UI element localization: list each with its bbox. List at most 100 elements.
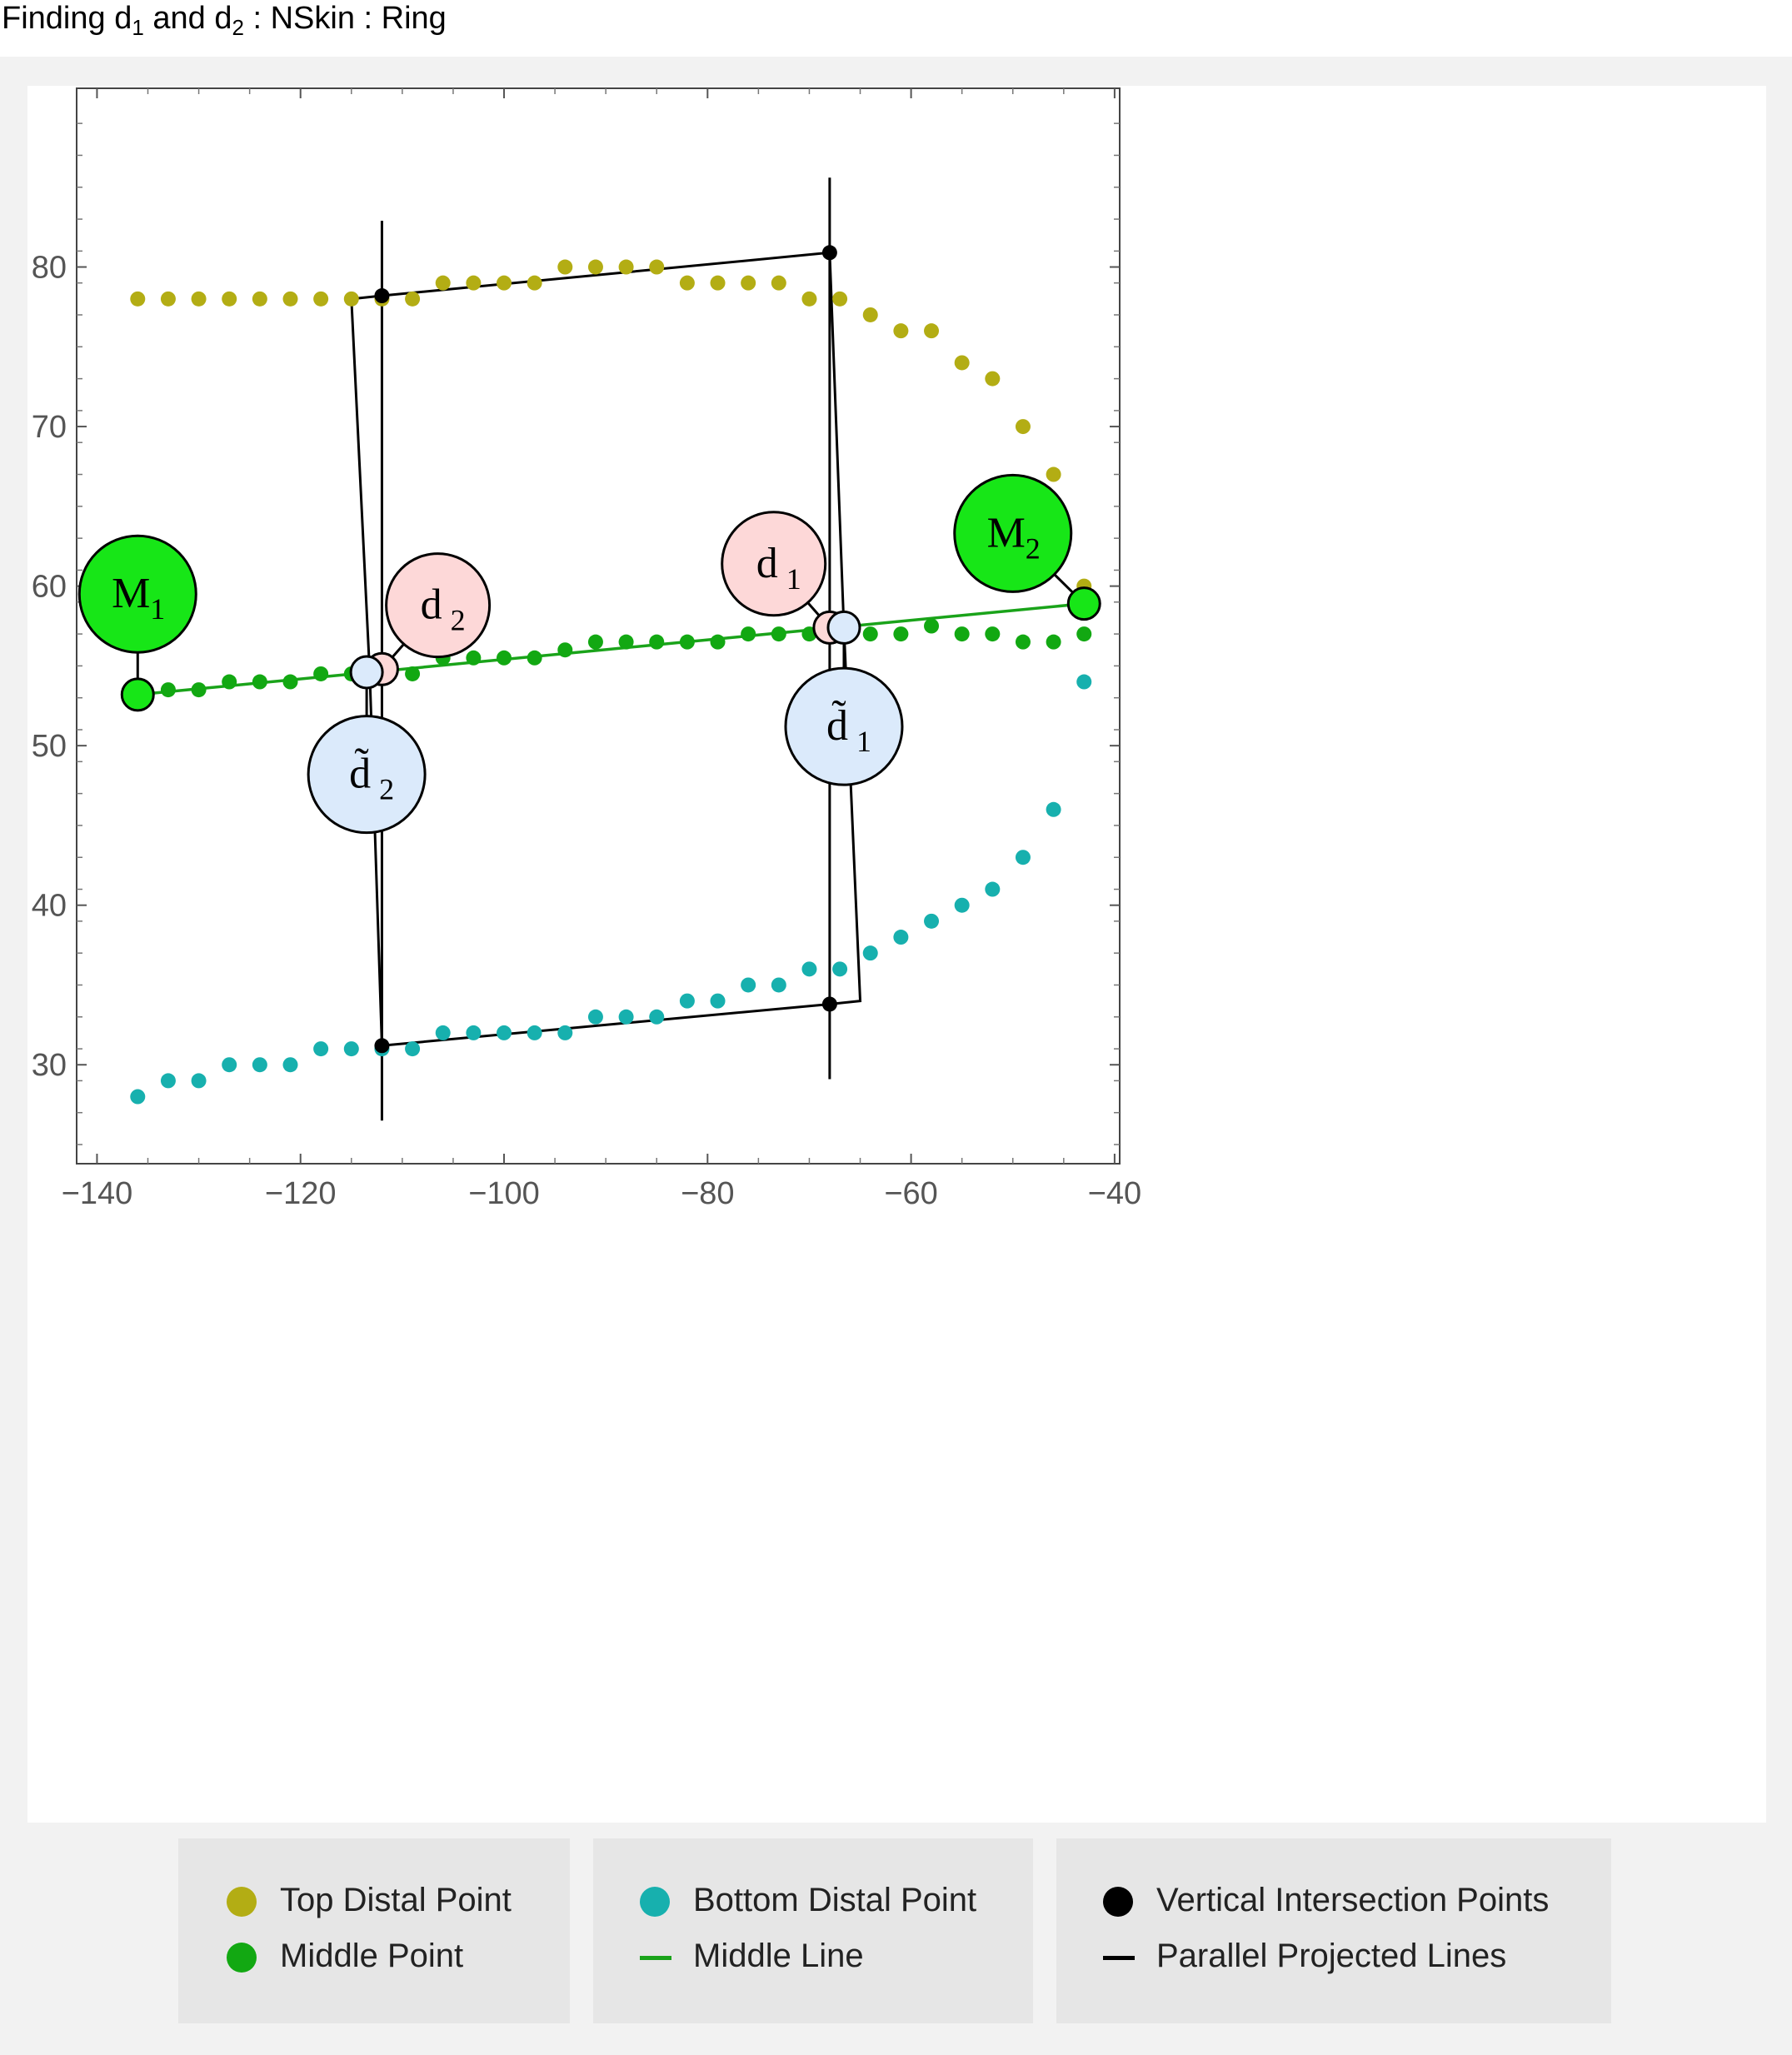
top-distal-point <box>587 259 603 275</box>
top-distal-point <box>862 307 878 322</box>
y-tick-label: 60 <box>32 570 67 605</box>
middle-point <box>405 666 421 681</box>
top-distal-point <box>282 291 298 307</box>
marker-sub-dt1: 1 <box>856 725 871 758</box>
title-part-1: Finding d <box>2 1 132 36</box>
bottom-distal-point <box>130 1089 146 1105</box>
marker-sub-M2: 2 <box>1026 531 1041 565</box>
bottom-distal-point <box>313 1041 329 1057</box>
middle-point <box>1076 626 1092 642</box>
middle-point <box>222 674 237 690</box>
legend-swatch-middle-point <box>227 1943 257 1973</box>
title-part-2: and d <box>143 1 232 36</box>
top-distal-point <box>985 371 1001 387</box>
top-distal-point <box>710 275 726 291</box>
y-tick-label: 80 <box>32 251 67 286</box>
marker-point-M1 <box>120 677 155 712</box>
middle-point <box>618 634 634 650</box>
bottom-distal-point <box>557 1025 573 1040</box>
top-distal-point <box>741 275 756 291</box>
x-tick-label: −100 <box>468 1176 540 1211</box>
middle-point <box>954 626 970 642</box>
bottom-distal-point <box>893 930 909 945</box>
middle-point <box>557 642 573 658</box>
marker-label-M1: M <box>112 570 150 617</box>
middle-point <box>497 650 512 666</box>
bottom-distal-point <box>497 1025 512 1040</box>
middle-line <box>137 601 1085 696</box>
top-distal-point <box>679 275 695 291</box>
middle-point <box>649 634 665 650</box>
marker-label-circle-d2 <box>385 552 492 659</box>
top-distal-point <box>222 291 237 307</box>
legend-label-vertical-intersection: Vertical Intersection Points <box>1156 1882 1550 1918</box>
middle-point <box>282 674 298 690</box>
marker-sub-d1: 1 <box>786 562 801 596</box>
legend-label-middle-line: Middle Line <box>693 1938 864 1974</box>
bottom-distal-point <box>252 1057 267 1073</box>
vertical-intersection-point <box>821 245 837 261</box>
top-distal-point <box>771 275 786 291</box>
title-sub-1: 1 <box>132 15 144 40</box>
middle-point <box>924 618 940 634</box>
marker-label-circle-dt1 <box>784 666 904 786</box>
top-distal-point <box>405 291 421 307</box>
middle-point <box>313 666 329 681</box>
top-distal-point <box>801 291 817 307</box>
top-distal-point <box>618 259 634 275</box>
bottom-distal-point <box>527 1025 542 1040</box>
bottom-distal-point <box>466 1025 482 1040</box>
title-sub-2: 2 <box>232 15 244 40</box>
bottom-distal-point <box>1015 850 1031 865</box>
top-distal-point <box>649 259 665 275</box>
bottom-distal-point <box>618 1009 634 1025</box>
top-distal-point <box>527 275 542 291</box>
bottom-distal-point <box>832 961 848 977</box>
marker-label-d1: d <box>756 540 778 587</box>
top-distal-point <box>954 355 970 371</box>
top-distal-point <box>160 291 176 307</box>
legend-swatch-middle-line <box>640 1956 671 1960</box>
top-distal-point <box>497 275 512 291</box>
bottom-distal-point <box>771 977 786 993</box>
top-distal-point <box>343 291 359 307</box>
top-distal-point <box>313 291 329 307</box>
bottom-distal-point <box>405 1041 421 1057</box>
legend-group-3: Vertical Intersection Points Parallel Pr… <box>1056 1838 1611 2023</box>
top-distal-point <box>924 323 940 339</box>
middle-point <box>862 626 878 642</box>
legend-swatch-parallel-lines <box>1103 1956 1135 1960</box>
bottom-distal-point <box>954 897 970 913</box>
top-distal-point <box>252 291 267 307</box>
middle-point <box>741 626 756 642</box>
marker-label-dt1: d̃ <box>826 700 848 750</box>
y-tick-label: 40 <box>32 889 67 924</box>
x-tick-label: −60 <box>884 1176 937 1211</box>
bottom-distal-point <box>679 993 695 1009</box>
legend-label-middle-point: Middle Point <box>280 1938 464 1974</box>
top-distal-point <box>832 291 848 307</box>
marker-label-circle-d1 <box>721 511 827 617</box>
plot-area: −140 −120 −100 −80 −60 −40 30 40 50 60 70 80 M 1 M 2 d 1 d… <box>27 86 1766 1823</box>
title-part-3: : NSkin : Ring <box>243 1 447 36</box>
bottom-distal-point <box>191 1073 207 1089</box>
top-distal-point <box>435 275 451 291</box>
x-tick-label: −120 <box>265 1176 337 1211</box>
y-tick-label: 50 <box>32 729 67 764</box>
middle-point <box>679 634 695 650</box>
bottom-distal-point <box>160 1073 176 1089</box>
x-tick-label: −80 <box>681 1176 734 1211</box>
legend-label-parallel-lines: Parallel Projected Lines <box>1156 1938 1507 1974</box>
marker-label-dt2: d̃ <box>349 747 371 797</box>
plot-frame <box>76 87 1121 1165</box>
vertical-intersection-point <box>821 996 837 1012</box>
legend-group-1: Top Distal Point Middle Point <box>178 1838 570 2023</box>
middle-point <box>1015 634 1031 650</box>
bottom-distal-point <box>801 961 817 977</box>
bottom-distal-point <box>649 1009 665 1025</box>
top-distal-point <box>1015 419 1031 435</box>
legend-swatch-vertical-intersection <box>1103 1887 1133 1917</box>
bottom-distal-point <box>741 977 756 993</box>
middle-point <box>893 626 909 642</box>
marker-label-circle-M1 <box>77 534 197 654</box>
